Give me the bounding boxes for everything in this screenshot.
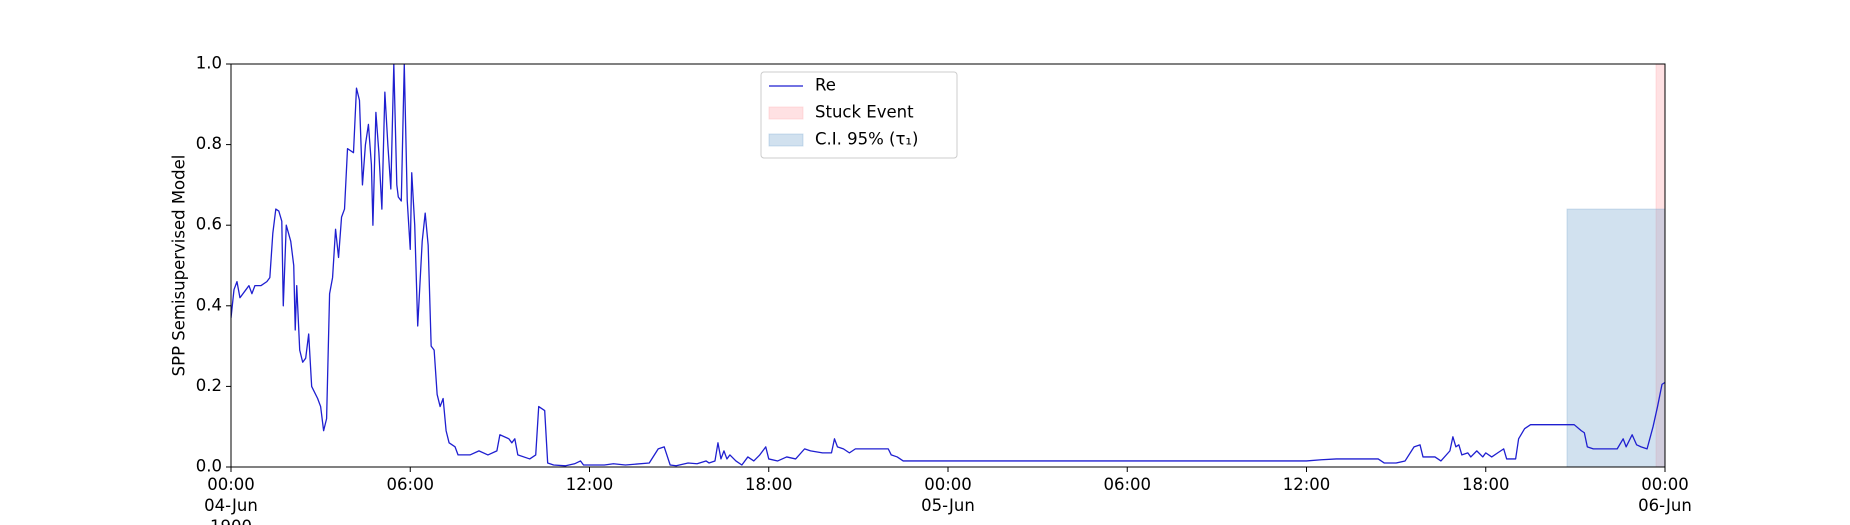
y-tick-label: 0.8 <box>196 134 222 153</box>
plot-area <box>231 64 1665 467</box>
data-line <box>231 64 1665 467</box>
x-tick-label: 12:00 <box>1283 475 1331 494</box>
legend-box <box>760 71 958 159</box>
y-tick-label: 0.2 <box>196 376 222 395</box>
y-tick-label: 0.0 <box>196 457 222 476</box>
legend-label: Re <box>815 76 836 95</box>
x-tick-label: 12:00 <box>566 475 614 494</box>
legend-patch <box>768 106 804 120</box>
x-tick-label: 18:00 <box>745 475 793 494</box>
x-tick-label: 18:00 <box>1462 475 1510 494</box>
x-tick-label: 06:00 <box>1103 475 1151 494</box>
y-tick-label: 0.4 <box>196 295 222 314</box>
y-tick-label: 0.6 <box>196 215 222 234</box>
x-tick-label: 00:00 05-Jun <box>921 475 975 515</box>
legend-label: Stuck Event <box>815 103 914 122</box>
legend-label: C.I. 95% (τ₁) <box>815 130 918 149</box>
x-tick-label: 06:00 <box>386 475 434 494</box>
y-axis-label: SPP Semisupervised Model <box>170 155 189 377</box>
x-tick-label: 00:00 06-Jun <box>1638 475 1692 515</box>
y-tick-label: 1.0 <box>196 54 222 73</box>
shaded-span <box>1566 208 1665 467</box>
legend-patch <box>768 133 804 147</box>
